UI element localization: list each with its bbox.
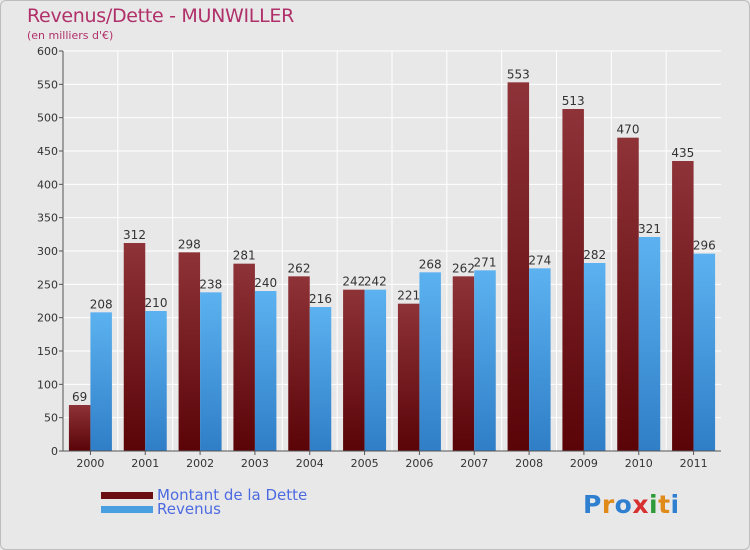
x-tick-label: 2006	[405, 457, 433, 470]
data-label-dette: 553	[507, 67, 530, 81]
bar-revenus	[474, 270, 496, 451]
legend-swatch-revenus	[101, 506, 153, 513]
proxiti-logo: Proxiti	[583, 490, 680, 519]
bar-dette	[452, 276, 475, 451]
bar-dette	[397, 303, 420, 451]
y-tick-label: 250	[37, 278, 58, 291]
bar-dette	[343, 289, 365, 451]
data-label-dette: 69	[72, 390, 87, 404]
bar-revenus	[309, 307, 332, 451]
bar-dette	[562, 109, 584, 451]
legend-label-revenus: Revenus	[157, 500, 221, 518]
y-tick-label: 400	[37, 178, 58, 191]
legend-swatch-dette	[101, 492, 153, 499]
x-tick-label: 2005	[351, 457, 379, 470]
bar-revenus	[254, 291, 277, 451]
data-label-dette: 242	[342, 275, 365, 289]
logo-letter: r	[601, 490, 615, 519]
logo-letter: i	[649, 490, 659, 519]
bar-revenus	[529, 268, 551, 451]
bar-revenus	[145, 311, 167, 451]
data-label-revenus: 216	[309, 292, 332, 306]
bar-revenus	[90, 312, 112, 451]
bar-revenus	[200, 292, 222, 451]
bar-revenus	[583, 263, 606, 451]
y-tick-label: 150	[37, 345, 58, 358]
bar-dette	[68, 405, 91, 451]
bar-revenus	[693, 253, 716, 451]
data-label-revenus: 210	[145, 296, 168, 310]
x-tick-label: 2000	[76, 457, 104, 470]
data-label-revenus: 274	[528, 253, 551, 267]
bar-dette	[123, 243, 146, 451]
data-label-dette: 281	[233, 249, 256, 263]
data-label-dette: 262	[288, 261, 311, 275]
legend-label-dette: Montant de la Dette	[157, 486, 308, 504]
x-tick-label: 2007	[460, 457, 488, 470]
data-label-revenus: 282	[583, 248, 606, 262]
y-tick-label: 350	[37, 212, 58, 225]
y-tick-label: 50	[44, 412, 58, 425]
x-tick-label: 2008	[515, 457, 543, 470]
x-tick-label: 2009	[570, 457, 598, 470]
data-label-revenus: 296	[693, 239, 716, 253]
y-tick-label: 300	[37, 245, 58, 258]
x-tick-label: 2003	[241, 457, 269, 470]
bar-revenus	[364, 289, 387, 451]
data-label-revenus: 242	[364, 275, 387, 289]
data-label-dette: 298	[178, 237, 201, 251]
x-tick-label: 2004	[296, 457, 324, 470]
data-label-dette: 221	[397, 289, 420, 303]
bar-dette	[617, 137, 639, 451]
data-label-dette: 470	[617, 123, 640, 137]
y-tick-label: 550	[37, 78, 58, 91]
data-label-dette: 435	[671, 146, 694, 160]
chart-subtitle: (en milliers d'€)	[27, 29, 114, 42]
y-tick-label: 600	[37, 45, 58, 58]
data-label-dette: 513	[562, 94, 585, 108]
y-tick-label: 500	[37, 112, 58, 125]
logo-letter: t	[658, 490, 671, 519]
x-tick-label: 2011	[680, 457, 708, 470]
bar-revenus	[419, 272, 441, 451]
y-tick-label: 450	[37, 145, 58, 158]
y-tick-label: 0	[51, 445, 58, 458]
bar-dette	[233, 263, 255, 451]
data-label-revenus: 268	[419, 257, 442, 271]
data-label-revenus: 240	[254, 276, 277, 290]
x-tick-label: 2001	[131, 457, 159, 470]
bar-dette	[178, 252, 201, 451]
data-label-revenus: 271	[474, 255, 497, 269]
data-label-revenus: 208	[90, 297, 113, 311]
logo-letter: i	[670, 490, 680, 519]
data-label-revenus: 238	[199, 277, 222, 291]
logo-letter: P	[583, 490, 602, 519]
x-tick-label: 2010	[625, 457, 653, 470]
logo-letter: o	[614, 490, 633, 519]
bar-revenus	[638, 237, 661, 451]
bar-dette	[672, 161, 694, 451]
x-tick-label: 2002	[186, 457, 214, 470]
data-label-dette: 262	[452, 261, 475, 275]
bar-dette	[288, 276, 310, 451]
bar-dette	[507, 82, 530, 451]
chart-title: Revenus/Dette - MUNWILLER	[27, 5, 294, 27]
logo-letter: x	[632, 490, 649, 519]
data-label-dette: 312	[123, 228, 146, 242]
data-label-revenus: 321	[638, 222, 661, 236]
y-tick-label: 200	[37, 312, 58, 325]
y-tick-label: 100	[37, 378, 58, 391]
